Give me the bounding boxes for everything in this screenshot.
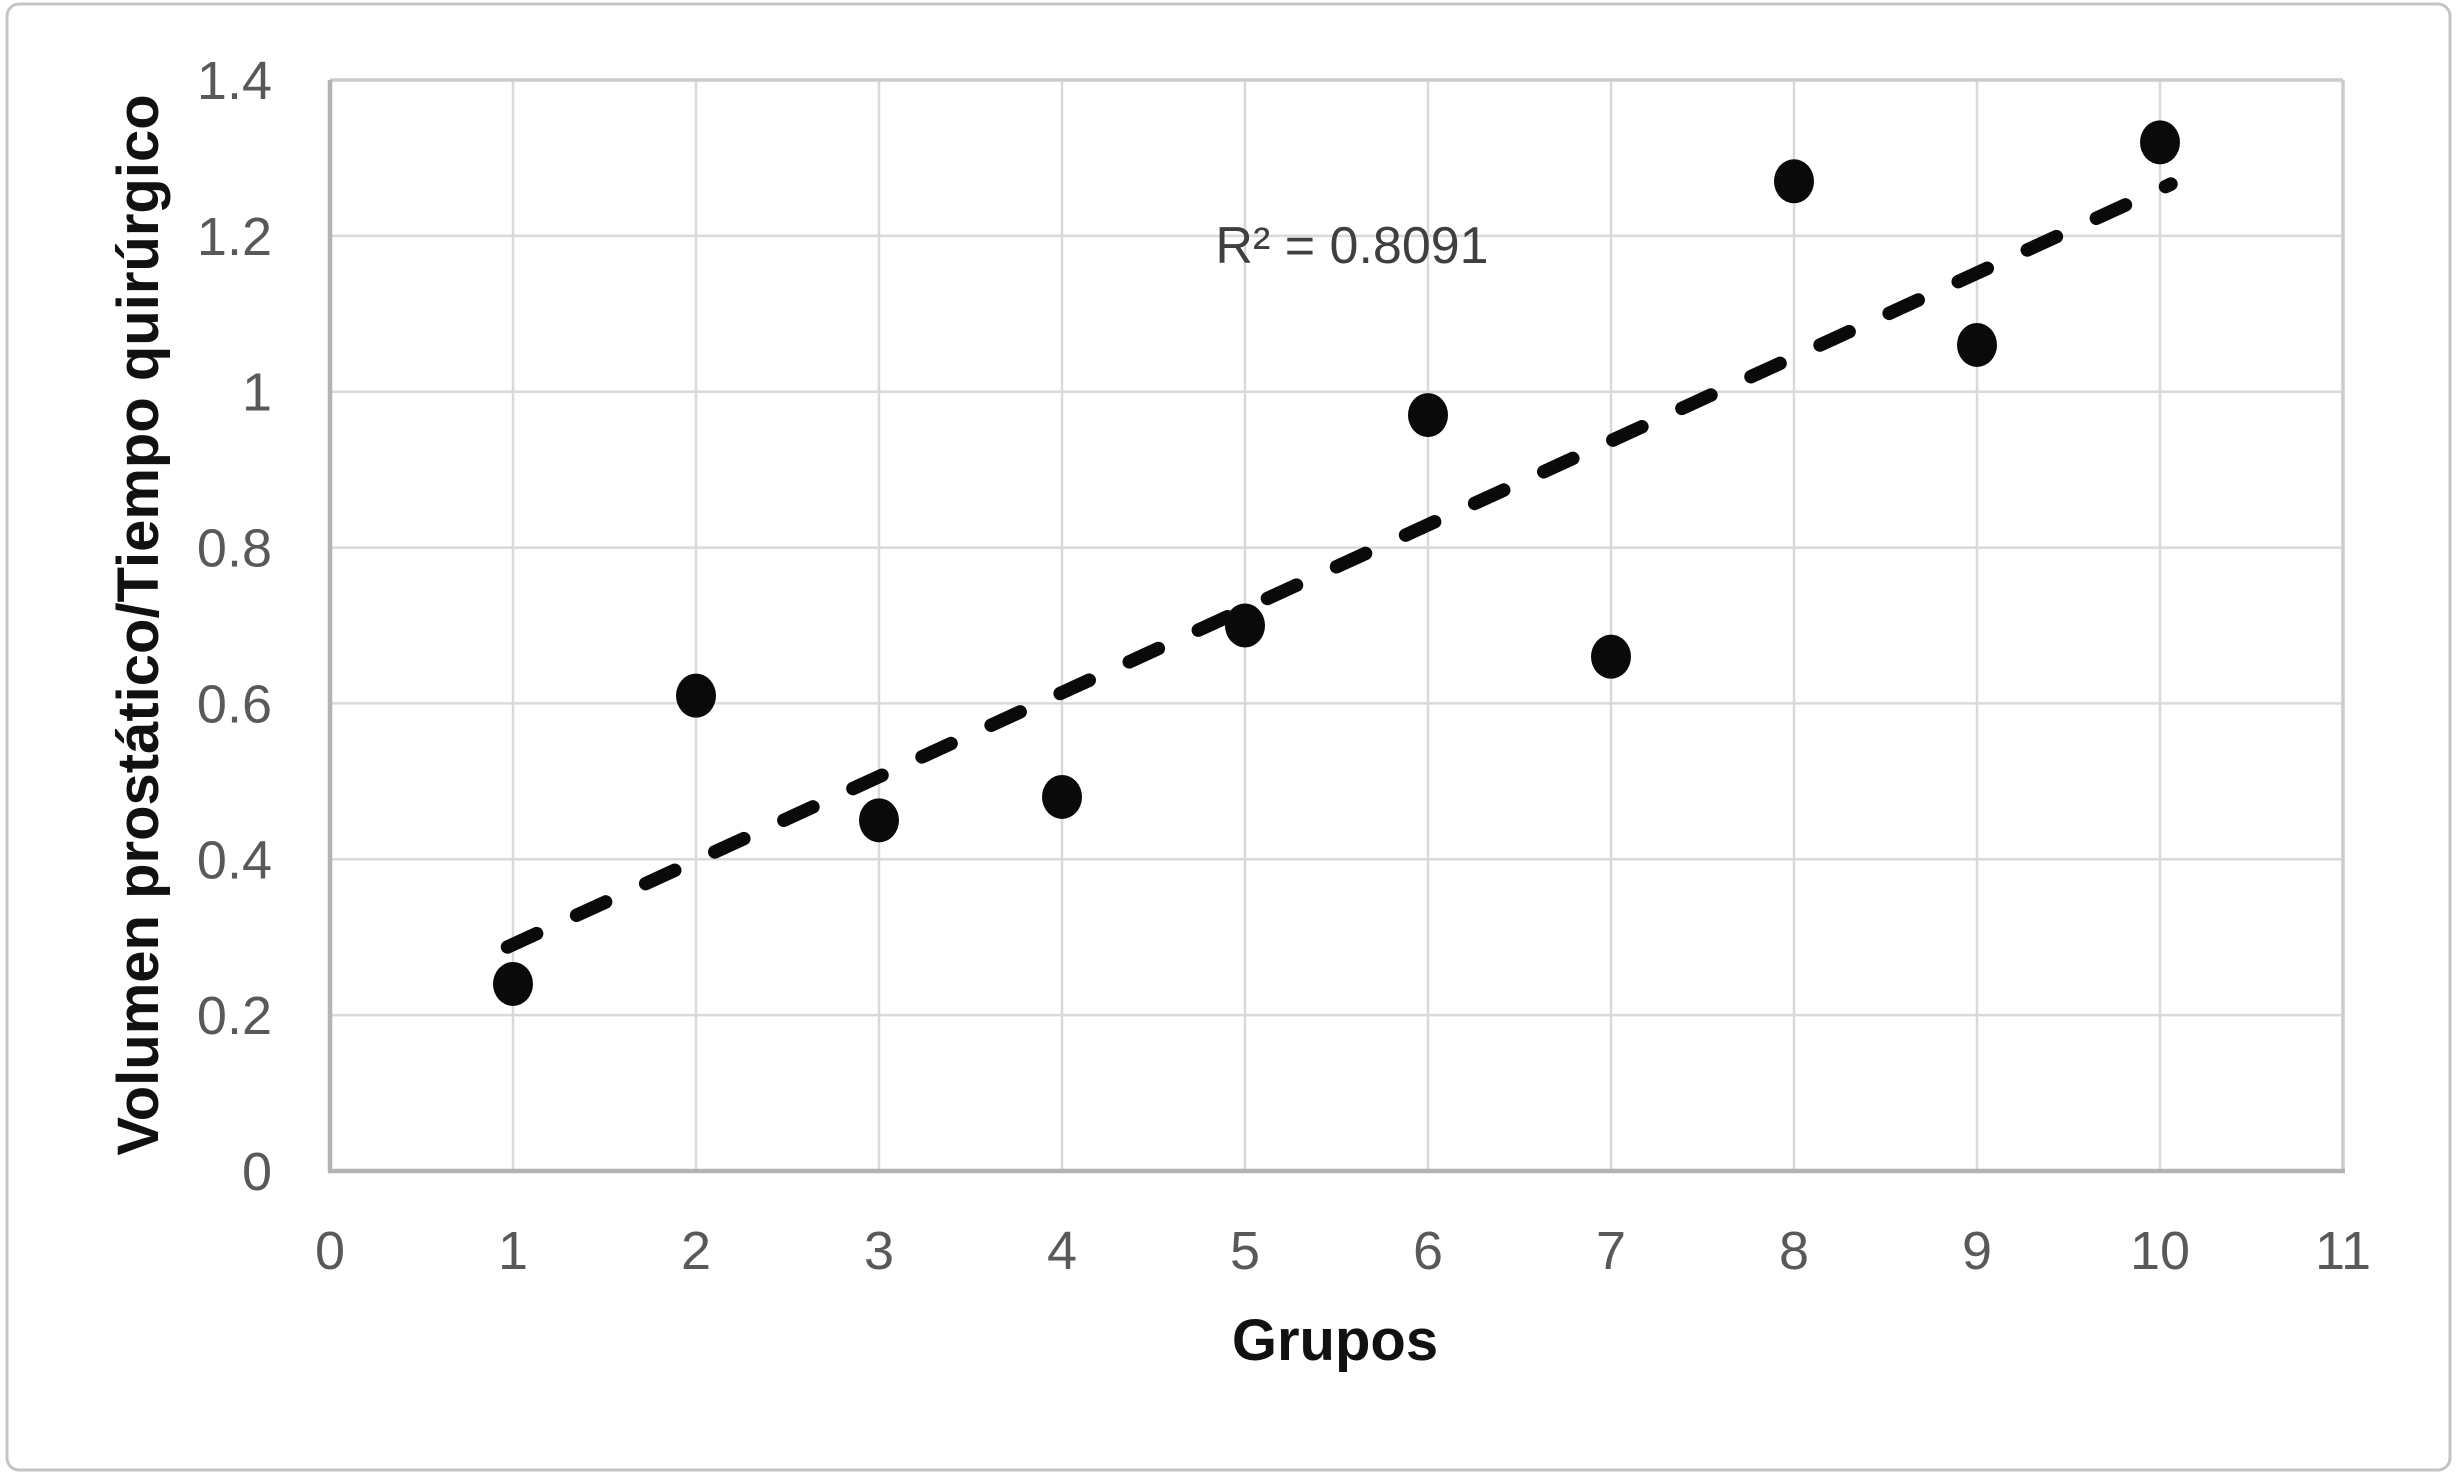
outer-border [5, 2, 2452, 1472]
data-point [1591, 634, 1631, 679]
y-tick-label: 0.4 [197, 830, 272, 890]
x-tick-label: 11 [2315, 1221, 2371, 1281]
y-tick-labels-group: 0 0.2 0.4 0.6 0.8 1 1.2 1.4 [197, 51, 272, 1202]
data-point [1225, 603, 1265, 648]
y-axis-title: Volumen prostático/Tiempo quirúrgico [106, 94, 171, 1155]
x-tick-label: 7 [1596, 1221, 1626, 1281]
y-tick-label: 1.2 [197, 207, 272, 267]
data-points-group [493, 120, 2180, 1006]
x-tick-label: 3 [864, 1221, 894, 1281]
plot-border-group [330, 78, 2345, 1171]
x-tick-label: 8 [1779, 1221, 1809, 1281]
data-point [859, 798, 899, 843]
x-tick-label: 6 [1413, 1221, 1443, 1281]
x-tick-label: 0 [315, 1221, 345, 1281]
x-tick-label: 4 [1047, 1221, 1077, 1281]
x-axis-title: Grupos [1232, 1308, 1438, 1373]
data-point [493, 961, 533, 1006]
x-tick-label: 9 [1962, 1221, 1992, 1281]
x-tick-label: 10 [2130, 1221, 2190, 1281]
x-tick-label: 2 [681, 1221, 711, 1281]
x-tick-label: 1 [498, 1221, 528, 1281]
y-tick-label: 1.4 [197, 51, 272, 111]
data-point [1774, 159, 1814, 204]
data-point [1957, 322, 1997, 367]
data-point [2140, 120, 2180, 165]
y-tick-label: 0.6 [197, 674, 272, 734]
x-tick-label: 5 [1230, 1221, 1260, 1281]
y-tick-label: 1 [242, 363, 272, 423]
data-point [676, 673, 716, 718]
axis-lines-group [327, 80, 2345, 1174]
y-tick-label: 0.8 [197, 519, 272, 579]
r-squared-annotation: R² = 0.8091 [1215, 217, 1488, 275]
y-tick-label: 0.2 [197, 986, 272, 1046]
data-point [1408, 393, 1448, 438]
y-tick-label: 0 [242, 1142, 272, 1202]
trendline-dashed [500, 177, 2178, 954]
data-point [1042, 774, 1082, 819]
x-tick-labels-group: 0 1 2 3 4 5 6 7 8 9 10 11 [315, 1221, 2371, 1281]
